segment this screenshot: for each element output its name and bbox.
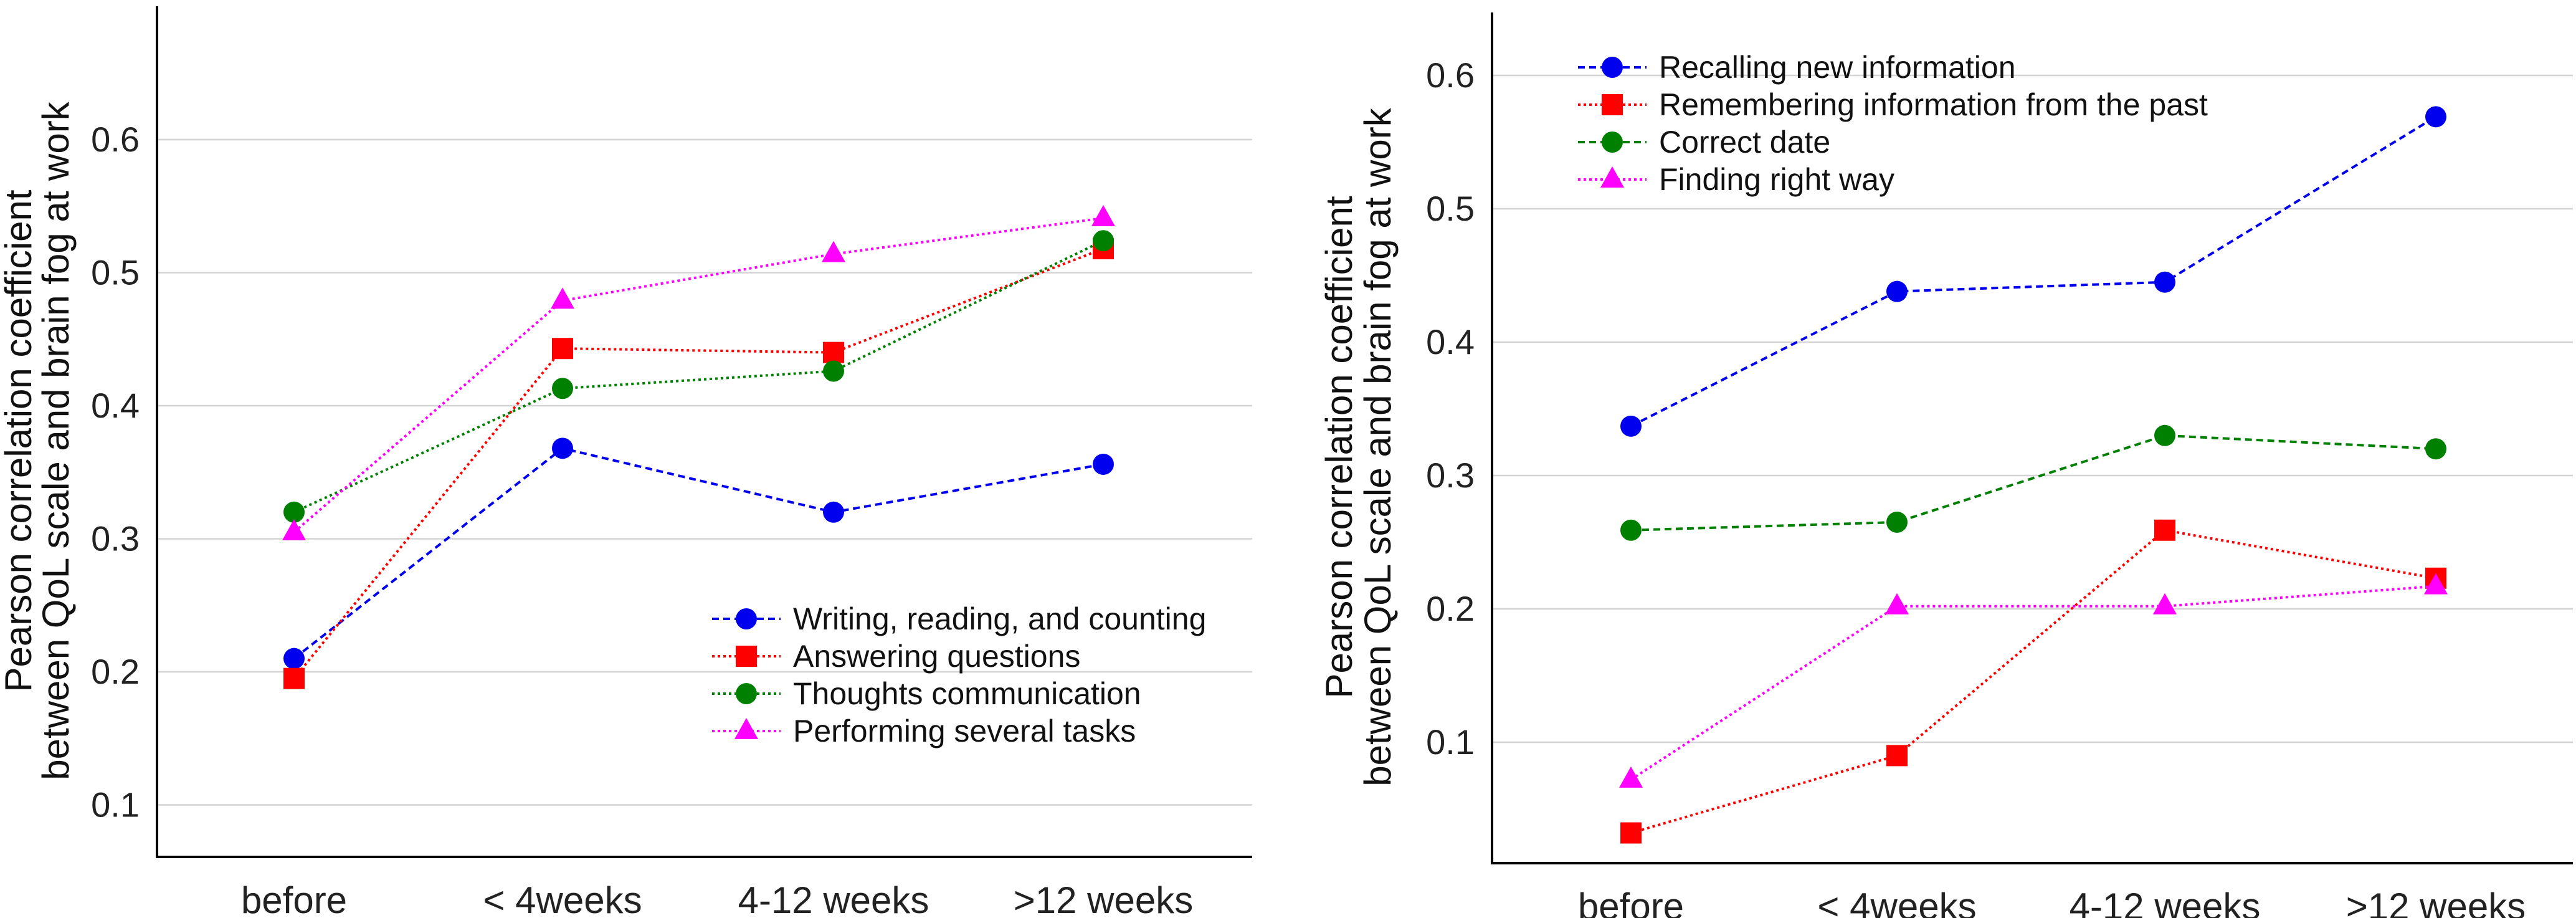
series-3 [1619,573,2448,788]
legend-marker [1602,94,1623,115]
data-point [1886,511,1908,533]
x-tick-label: 4-12 weeks [738,879,929,918]
series-1 [1620,519,2446,844]
data-point [1093,230,1114,252]
y-axis-label: between QoL scale and brain fog at work [35,101,77,780]
data-point [552,378,573,399]
data-point [2153,593,2177,614]
data-point [552,338,573,360]
data-point [1620,822,1642,844]
data-point [1091,204,1115,226]
y-axis-label: Pearson correlation coefficient [0,189,39,692]
data-point [1619,766,1643,788]
series-line [1630,115,2437,428]
legend-label: Correct date [1659,125,1830,160]
legend-marker [1602,57,1623,78]
data-point [1886,280,1908,302]
x-tick-label: < 4weeks [483,879,642,918]
series-3 [282,204,1115,540]
y-tick-label: 0.2 [1426,589,1475,628]
y-tick-label: 0.6 [1426,55,1475,95]
data-point [283,667,305,689]
x-tick-label: before [1578,886,1684,918]
data-point [283,648,305,669]
legend-marker [736,608,757,629]
legend-label: Answering questions [793,639,1080,674]
legend-marker [1602,131,1623,153]
y-tick-label: 0.1 [91,785,140,825]
y-tick-label: 0.5 [91,253,140,292]
legend-label: Thoughts communication [793,676,1141,711]
series-0 [283,437,1114,669]
legend-marker [736,683,757,704]
x-tick-label: before [241,879,347,918]
series-line [1630,528,2436,834]
series-line [1630,585,2436,781]
y-tick-label: 0.3 [1426,456,1475,495]
series-line [293,447,1104,660]
series-0 [1620,106,2446,437]
legend-label: Finding right way [1659,162,1894,197]
left-chart: 0.1 0.2 0.3 0.4 0.5 0.6 before < 4weeks 4-12 wee… [0,6,1252,918]
legend-marker [734,718,758,739]
data-point [1886,745,1908,767]
x-tick-label: >12 weeks [1014,879,1194,918]
x-tick-label: >12 weeks [2346,886,2526,918]
data-point [822,241,845,262]
data-point [1093,453,1114,475]
legend-label: Remembering information from the past [1659,87,2208,122]
right-chart: 0.1 0.2 0.3 0.4 0.5 0.6 before < 4weeks 4-12 wee… [1318,12,2573,918]
legend-label: Performing several tasks [793,714,1136,748]
data-point [2154,271,2175,293]
data-point [2425,438,2446,460]
series-2 [283,230,1114,523]
y-tick-label: 0.4 [1426,322,1475,361]
legend-label: Recalling new information [1659,50,2016,85]
data-point [823,360,844,382]
data-point [1620,415,1642,437]
x-tick-label: < 4weeks [1817,886,1976,918]
data-point [823,342,844,363]
y-tick-label: 0.5 [1426,189,1475,228]
series-line [293,216,1104,533]
data-point [282,519,306,540]
axes [156,6,1252,858]
series-line [1630,434,2436,532]
data-point [1885,593,1909,614]
y-tick-label: 0.2 [91,652,140,691]
data-point [552,437,573,459]
data-point [2425,106,2446,128]
x-tick-label: 4-12 weeks [2070,886,2261,918]
legend-marker [736,646,757,667]
y-tick-label: 0.4 [91,386,140,425]
legend-label: Writing, reading, and counting [793,601,1206,636]
y-tick-label: 0.6 [91,120,140,159]
y-axis-label: between QoL scale and brain fog at work [1357,107,1399,786]
data-point [1620,519,1642,541]
series-line [293,239,1104,514]
y-tick-label: 0.1 [1426,722,1475,762]
data-point [283,501,305,523]
data-point [2424,573,2448,595]
y-tick-label: 0.3 [91,519,140,558]
y-axis-label: Pearson correlation coefficient [1318,196,1360,698]
series-1 [283,238,1114,689]
data-point [2154,519,2175,541]
axes [1491,12,2573,864]
data-point [551,287,574,309]
data-point [2154,424,2175,446]
series-2 [1620,424,2446,541]
data-point [823,501,844,523]
legend: Writing, reading, and countingAnswering … [712,601,1206,748]
legend-marker [1600,166,1624,188]
series-line [293,247,1104,679]
